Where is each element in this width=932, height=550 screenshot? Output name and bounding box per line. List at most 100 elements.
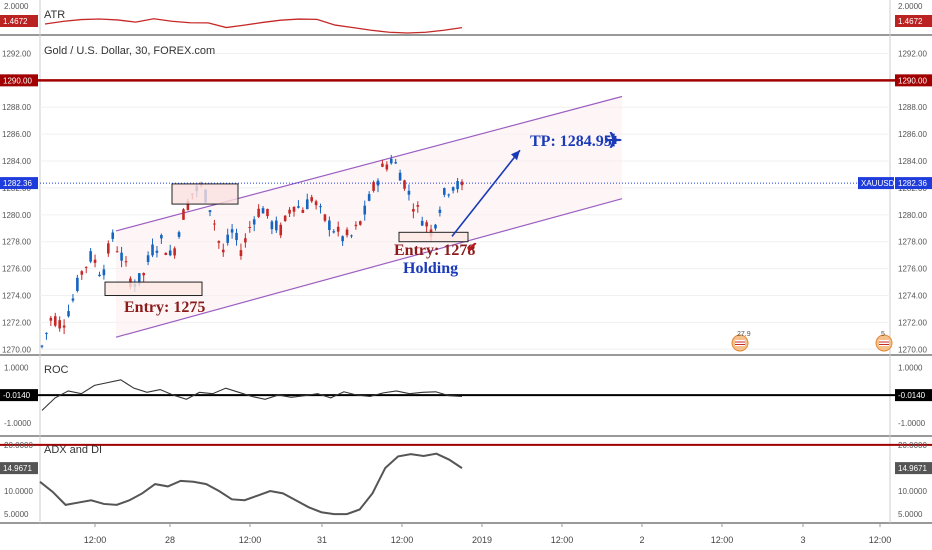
candle-body[interactable]: [160, 235, 163, 239]
candle-body[interactable]: [438, 209, 442, 213]
candle-body[interactable]: [226, 234, 229, 243]
symbol-title[interactable]: Gold / U.S. Dollar, 30, FOREX.com: [44, 45, 216, 57]
channel-lower-line[interactable]: [115, 198, 623, 338]
candle-body[interactable]: [372, 182, 375, 191]
candle-body[interactable]: [381, 163, 384, 167]
candle-body[interactable]: [49, 317, 53, 321]
candle-body[interactable]: [301, 209, 305, 213]
candle-body[interactable]: [142, 273, 145, 276]
candle-body[interactable]: [80, 271, 84, 275]
candle-body[interactable]: [354, 224, 358, 227]
candle-body[interactable]: [310, 197, 313, 202]
candle-body[interactable]: [252, 219, 256, 225]
candle-body[interactable]: [115, 251, 119, 253]
candle-body[interactable]: [367, 194, 371, 201]
candle-body[interactable]: [111, 232, 115, 239]
candle-body[interactable]: [314, 201, 318, 206]
candle-body[interactable]: [221, 249, 225, 253]
candle-body[interactable]: [416, 205, 420, 207]
candle-body[interactable]: [275, 220, 278, 231]
candle-body[interactable]: [407, 190, 411, 195]
candle-body[interactable]: [67, 311, 70, 317]
candle-body[interactable]: [146, 255, 150, 263]
candle-body[interactable]: [76, 277, 79, 291]
candle-body[interactable]: [389, 158, 393, 164]
candle-body[interactable]: [288, 209, 291, 214]
candle-body[interactable]: [182, 209, 185, 220]
atr-label[interactable]: ATR: [44, 9, 66, 21]
candle-body[interactable]: [239, 250, 243, 257]
candle-body[interactable]: [363, 205, 367, 215]
adx-label[interactable]: ADX and DI: [44, 444, 103, 456]
candle-body[interactable]: [460, 181, 464, 186]
candle-body[interactable]: [350, 235, 353, 237]
zone-box[interactable]: [171, 183, 239, 205]
candle-body[interactable]: [40, 345, 44, 347]
candle-body[interactable]: [151, 244, 154, 256]
candle-body[interactable]: [217, 241, 221, 243]
candle-body[interactable]: [266, 208, 269, 217]
candle-body[interactable]: [297, 206, 300, 208]
candle-body[interactable]: [456, 181, 459, 190]
candle-body[interactable]: [177, 232, 181, 237]
roc-label[interactable]: ROC: [44, 364, 69, 376]
candle-body[interactable]: [261, 208, 265, 214]
candle-body[interactable]: [235, 232, 238, 241]
candle-body[interactable]: [58, 320, 61, 329]
atr-pane[interactable]: [44, 18, 463, 34]
candle-body[interactable]: [71, 298, 75, 301]
roc-line[interactable]: [41, 379, 463, 411]
candle-body[interactable]: [102, 269, 106, 276]
price-pane[interactable]: 27.9 5: [0, 79, 932, 352]
candle-body[interactable]: [305, 199, 309, 210]
candle-body[interactable]: [230, 229, 234, 233]
candle-body[interactable]: [84, 266, 88, 268]
candle-body[interactable]: [323, 214, 327, 221]
candle-body[interactable]: [270, 221, 274, 230]
candle-body[interactable]: [244, 238, 247, 243]
candle-body[interactable]: [434, 224, 437, 229]
candle-body[interactable]: [328, 220, 331, 231]
adx-pane[interactable]: [0, 443, 932, 516]
roc-pane[interactable]: [0, 379, 932, 411]
candle-body[interactable]: [385, 164, 389, 170]
candle-body[interactable]: [319, 206, 322, 208]
candle-body[interactable]: [443, 188, 446, 195]
candle-body[interactable]: [403, 180, 406, 189]
candle-body[interactable]: [359, 221, 362, 225]
candle-body[interactable]: [107, 243, 110, 254]
candle-body[interactable]: [345, 229, 349, 236]
candle-body[interactable]: [376, 180, 380, 186]
atr-line[interactable]: [44, 18, 463, 34]
channel-upper-line[interactable]: [115, 95, 623, 232]
candle-body[interactable]: [137, 273, 141, 285]
candle-body[interactable]: [124, 261, 128, 263]
candle-body[interactable]: [93, 259, 97, 263]
candle-body[interactable]: [45, 332, 48, 334]
candle-body[interactable]: [173, 248, 176, 256]
candle-body[interactable]: [164, 252, 168, 255]
candle-body[interactable]: [120, 252, 123, 261]
candle-body[interactable]: [155, 250, 159, 253]
candle-body[interactable]: [394, 162, 397, 164]
candle-body[interactable]: [451, 187, 455, 191]
candle-body[interactable]: [248, 227, 252, 229]
candle-body[interactable]: [341, 236, 344, 242]
candle-body[interactable]: [332, 231, 336, 233]
candle-body[interactable]: [168, 250, 172, 256]
candle-body[interactable]: [336, 226, 340, 232]
candle-body[interactable]: [420, 220, 424, 226]
candle-body[interactable]: [53, 316, 57, 326]
adx-line[interactable]: [39, 452, 463, 516]
tp-arrow[interactable]: [451, 149, 521, 237]
candle-body[interactable]: [213, 223, 216, 225]
candle-body[interactable]: [62, 325, 66, 328]
candle-body[interactable]: [98, 274, 101, 277]
candle-body[interactable]: [447, 194, 451, 196]
zone-box[interactable]: [104, 281, 203, 297]
zone-box[interactable]: [398, 231, 469, 243]
candle-body[interactable]: [398, 172, 402, 181]
candle-body[interactable]: [425, 222, 428, 227]
candle-body[interactable]: [412, 208, 415, 212]
